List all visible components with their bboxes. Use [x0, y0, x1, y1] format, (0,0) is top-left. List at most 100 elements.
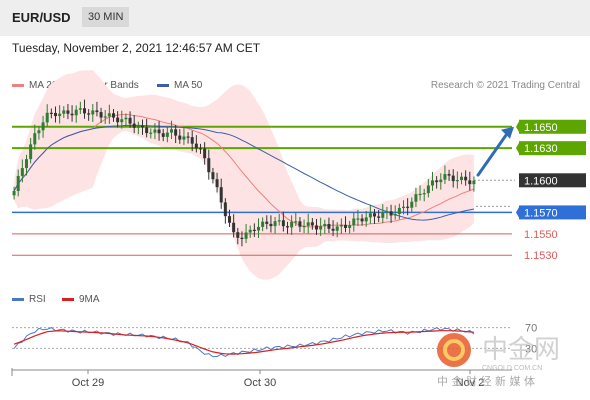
- candle-body: [302, 225, 306, 228]
- candle-body: [228, 216, 231, 223]
- candle-body: [315, 225, 318, 230]
- candle-body: [49, 112, 53, 114]
- candle-body: [66, 110, 70, 114]
- candle-body: [418, 193, 422, 196]
- candle-body: [124, 117, 128, 120]
- candle-body: [348, 225, 352, 228]
- candle-body: [261, 221, 265, 227]
- candle-body: [149, 132, 153, 134]
- candle-body: [178, 135, 182, 140]
- rsi-level-label-30: 30: [525, 343, 537, 355]
- watermark-tagline: 中 金 财 经 新 媒 体: [437, 374, 535, 388]
- candle-body: [145, 127, 149, 134]
- watermark-brand: 中金网: [482, 335, 560, 365]
- candle-body: [435, 180, 439, 183]
- candle-body: [161, 133, 165, 137]
- candle-body: [12, 191, 16, 196]
- candle-body: [290, 221, 294, 228]
- pair-title: EUR/USD: [12, 10, 71, 25]
- candle-body: [431, 180, 434, 186]
- candle-body: [45, 112, 49, 123]
- level-tag-1.1630: [519, 141, 586, 156]
- level-label-1.1530: 1.1530: [524, 250, 558, 262]
- candle-body: [174, 129, 178, 136]
- forecast-arrowhead-icon: [501, 126, 514, 139]
- candle-body: [157, 129, 161, 134]
- timeframe-button[interactable]: 30 MIN: [82, 7, 130, 27]
- candle-body: [468, 180, 472, 185]
- candle-body: [472, 180, 476, 185]
- rsi-ma9-line: [13, 330, 474, 355]
- candle-body: [360, 218, 364, 222]
- candle-body: [451, 175, 455, 182]
- candle-body: [294, 221, 298, 223]
- candle-body: [70, 113, 74, 116]
- candle-body: [306, 222, 310, 226]
- candle-body: [310, 222, 314, 226]
- ma9-swatch: [62, 297, 74, 301]
- candle-body: [219, 187, 223, 203]
- candle-body: [190, 137, 194, 144]
- level-label-1.1570: 1.1570: [524, 207, 558, 219]
- candle-body: [447, 174, 451, 176]
- candle-body: [344, 224, 347, 228]
- forecast-arrow-shaft: [476, 132, 509, 177]
- candle-body: [182, 136, 186, 140]
- research-credit: Research © 2021 Trading Central: [430, 80, 580, 91]
- candle-body: [16, 175, 20, 191]
- candle-body: [410, 201, 414, 208]
- candle-body: [58, 113, 62, 117]
- candle-body: [107, 113, 111, 117]
- watermark-url: CNGOLD.COM.CN: [482, 365, 542, 372]
- watermark-logo-icon: [437, 333, 471, 367]
- candle-body: [397, 207, 401, 214]
- candle-body: [455, 180, 459, 182]
- candle-body: [286, 226, 289, 228]
- candle-body: [199, 148, 202, 150]
- candle-body: [298, 221, 302, 227]
- candle-body: [439, 179, 443, 183]
- candle-body: [54, 112, 57, 117]
- level-tag-1.1570: [519, 205, 586, 220]
- level-label-1.1630: 1.1630: [524, 143, 558, 155]
- candle-body: [377, 216, 381, 218]
- bollinger-band-fill: [14, 70, 474, 280]
- candle-body: [215, 179, 219, 188]
- candle-body: [236, 232, 240, 238]
- candle-body: [136, 125, 140, 128]
- candle-body: [381, 212, 385, 218]
- candle-body: [393, 213, 397, 216]
- cngold-watermark: 中金网 CNGOLD.COM.CN 中 金 财 经 新 媒 体: [437, 333, 560, 388]
- candle-body: [273, 221, 277, 227]
- candle-body: [25, 159, 28, 169]
- candle-body: [165, 132, 169, 137]
- candle-body: [402, 206, 405, 208]
- ma50-line: [13, 124, 475, 221]
- candle-body: [112, 113, 115, 118]
- candle-body: [120, 119, 124, 123]
- candle-body: [186, 136, 190, 138]
- candle-body: [356, 218, 360, 220]
- candle-body: [62, 110, 66, 114]
- candle-body: [323, 224, 327, 227]
- legend-ma9: 9MA: [62, 294, 100, 305]
- level-label-1.1600: 1.1600: [524, 175, 558, 187]
- level-tag-1.1600: [519, 173, 586, 188]
- ma20-swatch: [12, 83, 24, 87]
- candle-body: [319, 226, 323, 230]
- candle-body: [207, 158, 211, 173]
- candle-body: [87, 113, 91, 115]
- candle-body: [269, 223, 273, 227]
- candle-body: [414, 194, 418, 202]
- candle-body: [339, 224, 343, 227]
- x-tick-label: Nov 2: [456, 377, 485, 389]
- candle-body: [74, 109, 78, 116]
- candle-body: [20, 168, 24, 176]
- candle-body: [33, 133, 37, 145]
- candle-body: [265, 221, 269, 224]
- candle-body: [389, 211, 393, 216]
- candle-body: [368, 213, 372, 218]
- candle-body: [257, 226, 260, 231]
- rsi-swatch: [12, 297, 24, 301]
